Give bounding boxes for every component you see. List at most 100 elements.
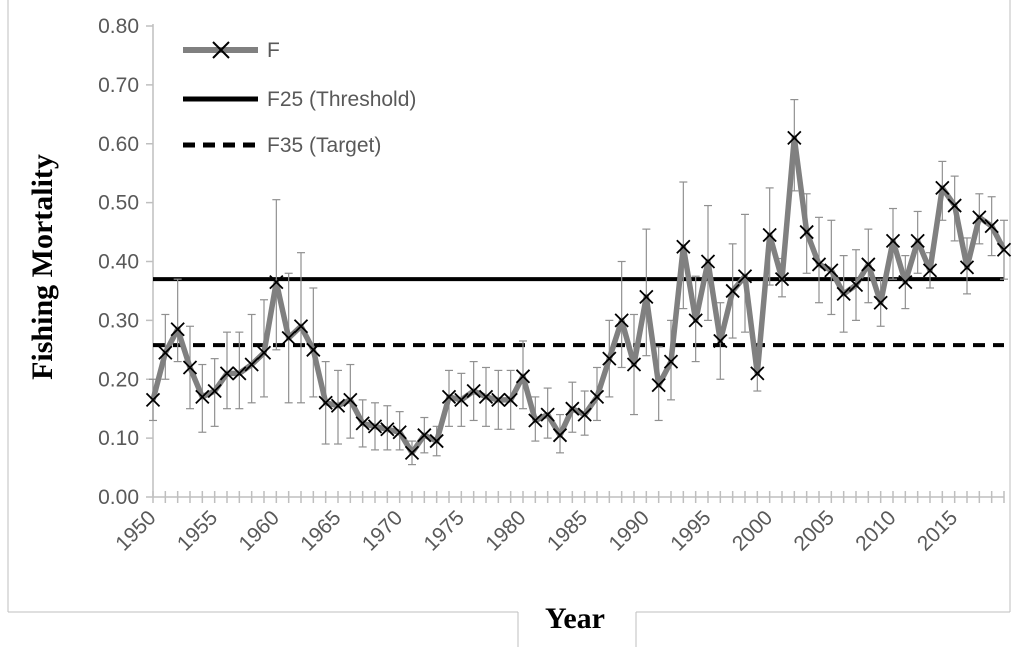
series-f-point <box>861 257 876 272</box>
series-f-point <box>774 272 790 287</box>
series-f-point <box>466 383 481 399</box>
series-f-point <box>885 233 901 249</box>
series-f-point <box>318 395 333 410</box>
series-f-point <box>614 313 629 328</box>
y-tick-label: 0.80 <box>98 15 139 38</box>
legend-item-f: F <box>183 39 280 62</box>
legend-marker-f <box>212 41 230 59</box>
series-f-point <box>195 389 210 405</box>
series-f-point <box>972 210 987 225</box>
y-tick-label: 0.40 <box>98 251 139 274</box>
series-f-point <box>910 233 925 249</box>
series-f-point <box>762 227 777 243</box>
series-f-point <box>540 407 555 422</box>
series-f-point <box>811 257 827 272</box>
series-f-point <box>491 392 506 407</box>
x-tick-label: 2010 <box>851 506 900 555</box>
x-tick-label: 1980 <box>481 506 530 555</box>
series-f-point <box>602 351 617 366</box>
series-f-line <box>150 135 1007 456</box>
series-f-point <box>799 224 814 240</box>
x-tick-label: 1950 <box>111 506 160 555</box>
series-f-point <box>688 313 703 328</box>
x-tick-label: 1960 <box>235 506 284 555</box>
x-tick-label: 1955 <box>173 506 222 555</box>
series-f-point <box>935 180 950 196</box>
y-tick-label: 0.60 <box>98 133 139 156</box>
series-f-point <box>269 274 284 290</box>
x-tick-label: 1970 <box>358 506 407 555</box>
series-f-point <box>713 333 728 349</box>
series-f-point <box>577 407 592 422</box>
series-f-point <box>244 357 259 372</box>
y-tick-label: 0.70 <box>98 74 139 97</box>
series-f-point <box>145 392 161 407</box>
series-f-point <box>515 369 531 384</box>
series-f-point <box>589 389 605 405</box>
x-tick-label: 1985 <box>543 506 592 555</box>
series-f-point <box>836 286 851 302</box>
series-f-point <box>824 263 839 278</box>
y-axis: 0.00 0.10 0.20 0.30 0.40 0.50 0.60 0.70 0.80 <box>98 15 154 509</box>
series-f-point <box>639 289 654 304</box>
series-f-point <box>392 425 407 440</box>
y-tick-label: 0.50 <box>98 192 139 215</box>
legend-item-f35: F35 (Target) <box>183 134 381 157</box>
series-f-point <box>996 242 1012 257</box>
series-f-point <box>441 389 457 405</box>
series-f-point <box>651 378 666 393</box>
series-f-point <box>737 269 753 284</box>
series-f-point <box>355 416 370 431</box>
series-f-point <box>478 389 494 405</box>
legend-label-f25: F25 (Threshold) <box>267 88 416 111</box>
series-f-point <box>626 357 642 372</box>
series-f-point <box>959 260 975 275</box>
series-f-point <box>565 401 580 416</box>
y-tick-label: 0.10 <box>98 427 139 450</box>
series-f-point <box>219 366 235 381</box>
y-axis-title: Fishing Mortality <box>26 154 59 380</box>
series-f-point <box>330 398 346 413</box>
series-f-point <box>454 392 469 407</box>
series-f-point <box>158 345 173 360</box>
series-f-point <box>281 330 296 346</box>
x-tick-label: 2000 <box>728 506 777 555</box>
series-f-markers <box>145 130 1012 460</box>
x-tick-label: 1975 <box>420 506 469 555</box>
series-f-point <box>306 342 321 357</box>
x-tick-label: 1990 <box>605 506 654 555</box>
x-tick-label: 2005 <box>790 506 839 555</box>
series-f-point <box>503 392 518 407</box>
series-f-point <box>725 283 740 299</box>
series-f-point <box>676 239 691 254</box>
y-tick-label: 0.20 <box>98 368 139 391</box>
series-f-point <box>873 295 888 310</box>
series-f-point <box>207 383 222 399</box>
series-f-point <box>293 319 309 334</box>
chart-frame <box>7 0 1011 647</box>
series-f-point <box>700 254 716 269</box>
series-f-point <box>663 354 679 369</box>
x-tick-label: 2015 <box>913 506 962 555</box>
series-f-point <box>528 413 543 428</box>
x-tick-label: 1965 <box>296 506 345 555</box>
x-axis: 1950 1955 1960 1965 1970 1975 1980 1985 1990 1995… <box>111 491 1005 556</box>
legend-item-f25: F25 (Threshold) <box>183 88 416 111</box>
series-f-point <box>343 392 358 407</box>
series-f-point <box>429 433 444 449</box>
series-f-point <box>380 422 395 437</box>
series-f-point <box>947 198 962 213</box>
series-f-point <box>552 428 568 443</box>
series-f-point <box>898 274 913 290</box>
series-f-point <box>787 130 802 145</box>
legend-label-f: F <box>267 39 280 62</box>
series-f-point <box>367 419 383 434</box>
x-axis-title: Year <box>545 602 605 635</box>
series-f-point <box>922 263 938 278</box>
series-f-point <box>404 445 420 460</box>
x-tick-label: 1995 <box>666 506 715 555</box>
legend: F F25 (Threshold) F35 (Target) <box>183 39 416 157</box>
series-f-point <box>256 345 272 360</box>
legend-label-f35: F35 (Target) <box>267 134 381 157</box>
